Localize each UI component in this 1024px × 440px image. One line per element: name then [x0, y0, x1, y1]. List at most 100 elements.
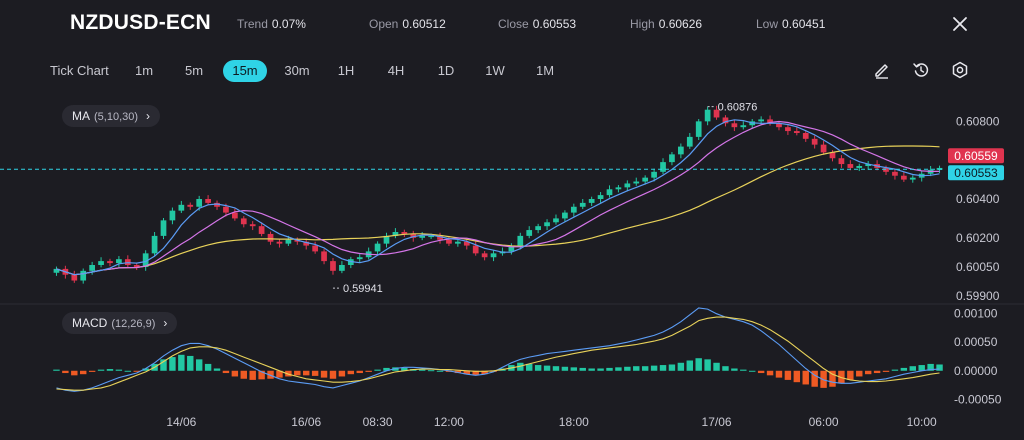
candle-body [829, 152, 836, 159]
price-tick-label: 0.59900 [956, 289, 1000, 303]
candle-body [214, 202, 220, 207]
candle-body [615, 187, 622, 190]
tick-chart-button[interactable]: Tick Chart [50, 63, 109, 78]
candle-body [107, 261, 113, 264]
candle-body [330, 261, 336, 271]
time-tick-label: 16/06 [291, 415, 321, 429]
candle-body [356, 257, 363, 260]
price-badge-lower [948, 165, 1004, 181]
candle-body [401, 232, 408, 234]
tab-1w[interactable]: 1W [485, 63, 505, 78]
macd-histogram-bar [401, 367, 408, 371]
macd-histogram-bar [169, 357, 176, 371]
pencil-icon[interactable] [872, 60, 892, 80]
macd-tick-label: 0.00100 [954, 307, 998, 321]
macd-histogram-bar [650, 365, 658, 371]
macd-histogram-bar [133, 370, 140, 372]
time-tick-label: 14/06 [166, 415, 196, 429]
candle-body [544, 222, 550, 227]
macd-histogram-bar [534, 365, 542, 371]
ma-indicator-pill[interactable]: MA (5,10,30) › [62, 105, 161, 127]
candle-body [463, 241, 470, 246]
reset-icon[interactable] [911, 60, 931, 80]
macd-histogram-bar [463, 370, 470, 375]
macd-histogram-bar [543, 365, 551, 371]
macd-histogram-bar [766, 370, 774, 376]
chevron-right-icon: › [163, 316, 168, 330]
candle-body [205, 199, 211, 203]
macd-histogram-bar [142, 368, 149, 371]
candle-body [776, 123, 782, 128]
macd-histogram-bar [775, 370, 783, 378]
candle-body [481, 253, 488, 258]
macd-histogram-bar [847, 370, 854, 380]
macd-histogram-bar [517, 362, 524, 371]
chart-header: NZDUSD-ECN Trend 0.07% Open 0.60512 Close 0… [0, 0, 1024, 50]
macd-histogram-bar [258, 370, 265, 380]
candle-body [490, 253, 497, 258]
macd-histogram-bar [856, 370, 863, 377]
ma-params: (5,10,30) [94, 111, 139, 123]
candle-body [472, 245, 479, 254]
macd-histogram-bar [918, 365, 925, 371]
tab-4h[interactable]: 4H [387, 63, 405, 78]
price-tick-label: 0.60800 [956, 114, 1000, 128]
candle-body [508, 245, 515, 252]
candle-body [570, 206, 577, 213]
tab-1h[interactable]: 1H [337, 63, 355, 78]
stat-low: Low 0.60451 [756, 17, 826, 31]
candle-body [374, 243, 381, 252]
candle-body [722, 117, 729, 124]
time-tick-label: 06:00 [809, 415, 839, 429]
candle-body [187, 204, 194, 207]
candle-body [811, 138, 818, 145]
macd-histogram-bar [374, 369, 381, 371]
candle-body [446, 239, 452, 244]
candle-body [410, 233, 417, 238]
macd-histogram-bar [356, 370, 363, 374]
price-badge-upper-text: 0.60559 [954, 149, 998, 163]
macd-histogram-bar [240, 370, 247, 379]
stat-trend: Trend 0.07% [237, 17, 306, 31]
price-badge-upper [948, 148, 1004, 164]
candle-body [276, 241, 283, 244]
macd-histogram-bar [757, 370, 765, 374]
macd-histogram-bar [802, 370, 809, 385]
candle-body [151, 235, 158, 254]
macd-histogram-bar [597, 368, 604, 371]
tab-1m[interactable]: 1m [134, 63, 154, 78]
candle-body [704, 109, 711, 122]
macd-histogram-bar [624, 366, 631, 371]
tab-1m-month[interactable]: 1M [535, 63, 555, 78]
candle-body [258, 226, 265, 234]
chevron-right-icon: › [146, 109, 151, 123]
candle-body [588, 199, 595, 203]
candle-body [267, 233, 274, 242]
tab-15m[interactable]: 15m [223, 60, 267, 82]
candle-body [740, 125, 747, 128]
macd-indicator-pill[interactable]: MACD (12,26,9) › [62, 312, 178, 334]
candle-body [802, 133, 809, 139]
ma5-line [56, 119, 940, 276]
tab-5m[interactable]: 5m [184, 63, 204, 78]
macd-histogram-bar [936, 364, 943, 371]
settings-icon[interactable] [950, 60, 970, 80]
candle-body [901, 175, 907, 180]
macd-histogram-bar [178, 354, 185, 371]
price-tick-label: 0.60050 [956, 260, 1000, 274]
macd-histogram-bar [882, 370, 890, 372]
tab-1d[interactable]: 1D [437, 63, 455, 78]
candle-body [767, 119, 773, 124]
candle-body [312, 245, 318, 252]
macd-histogram-bar [115, 369, 123, 371]
macd-histogram-bar [561, 366, 569, 371]
macd-histogram-bar [88, 370, 96, 372]
macd-histogram-bar [213, 368, 221, 371]
candle-body [695, 121, 702, 137]
tab-30m[interactable]: 30m [284, 63, 310, 78]
macd-histogram-bar [633, 366, 640, 371]
macd-histogram-bar [276, 370, 283, 378]
candle-body [642, 177, 649, 182]
close-icon[interactable] [950, 14, 970, 34]
